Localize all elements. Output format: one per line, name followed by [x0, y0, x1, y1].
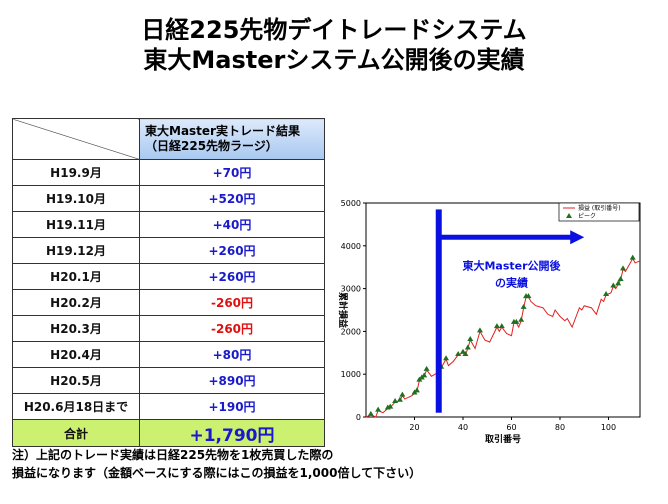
total-value: +1,790円: [139, 419, 325, 447]
month-label: H20.1月: [12, 263, 140, 290]
table-row: H20.4月 +80円: [12, 341, 325, 368]
results-table: 東大Master実トレード結果（日経225先物ラージ） H19.9月 +70円 H1…: [12, 118, 325, 447]
x-tick-label: 60: [506, 423, 516, 432]
x-axis-label: 取引番号: [485, 433, 521, 445]
table-row: H19.12月 +260円: [12, 237, 325, 264]
table-row: H20.5月 +890円: [12, 367, 325, 394]
table-row: H20.3月 -260円: [12, 315, 325, 342]
table-row: H20.1月 +260円: [12, 263, 325, 290]
y-tick-label: 5000: [341, 199, 361, 208]
peak-marker: [421, 372, 428, 378]
peak-marker: [367, 410, 374, 416]
table-row: H19.9月 +70円: [12, 159, 325, 186]
month-label: H19.11月: [12, 211, 140, 238]
peak-marker: [413, 387, 420, 393]
page-subtitle: 東大Masterシステム公開後の実績: [143, 46, 525, 74]
month-label: H19.9月: [12, 159, 140, 186]
x-tick-label: 80: [555, 423, 565, 432]
month-label: H20.6月18日まで: [12, 393, 140, 420]
note-line-2: 損益になります（金額ベースにする際にはこの損益を1,000倍して下さい）: [12, 466, 422, 480]
peak-marker: [443, 355, 450, 361]
legend-label-pl: 損益 (取引番号): [578, 204, 621, 212]
month-value: -260円: [139, 315, 325, 342]
peak-marker: [387, 403, 394, 409]
peak-marker: [399, 391, 406, 397]
month-label: H20.2月: [12, 289, 140, 316]
peak-marker: [620, 265, 627, 271]
x-tick-label: 20: [409, 423, 419, 432]
month-value: +70円: [139, 159, 325, 186]
cumulative-pl-chart: 0 1000 2000 3000 4000 5000 20 40 60 80 100 取引番号 累計損益…: [337, 199, 641, 445]
month-value: +260円: [139, 263, 325, 290]
peak-marker: [518, 316, 525, 322]
legend-box: [558, 202, 640, 222]
peak-marker: [493, 323, 500, 329]
peak-marker: [396, 396, 403, 402]
y-tick-label: 0: [356, 413, 361, 422]
peak-marker: [610, 282, 617, 288]
peak-marker: [525, 293, 532, 299]
legend-label-peak: ピーク: [578, 213, 596, 220]
annotation-vertical-bar: [435, 209, 442, 413]
month-value: +80円: [139, 341, 325, 368]
peak-marker: [617, 276, 624, 282]
header-corner: [12, 118, 140, 160]
month-label: H20.5月: [12, 367, 140, 394]
y-tick-label: 3000: [341, 285, 361, 294]
month-value: +40円: [139, 211, 325, 238]
peak-marker: [455, 350, 462, 356]
peak-marker: [462, 350, 469, 356]
x-tick-label: 100: [601, 423, 616, 432]
peak-marker: [476, 327, 483, 333]
peak-marker: [629, 254, 636, 260]
y-axis-label: 累計損益: [337, 292, 349, 328]
peak-marker: [464, 344, 471, 350]
month-label: H20.4月: [12, 341, 140, 368]
peak-marker: [603, 291, 610, 297]
x-tick-label: 40: [458, 423, 468, 432]
month-value: +520円: [139, 185, 325, 212]
peak-marker: [423, 365, 430, 371]
peak-marker: [467, 335, 474, 341]
note-line-1: 注）上記のトレード実績は日経225先物を1枚売買した際の: [12, 448, 334, 462]
peak-marker: [498, 323, 505, 329]
month-value: +260円: [139, 237, 325, 264]
month-label: H19.12月: [12, 237, 140, 264]
legend-peak-icon: [566, 213, 572, 218]
table-row: H20.6月18日まで +190円: [12, 393, 325, 420]
header-results: 東大Master実トレード結果（日経225先物ラージ）: [139, 118, 325, 160]
total-row: 合計 +1,790円: [12, 419, 325, 447]
annotation-arrow-shaft: [438, 234, 573, 240]
total-label: 合計: [12, 419, 140, 447]
table-row: H19.10月 +520円: [12, 185, 325, 212]
peak-marker: [615, 280, 622, 286]
month-value: -260円: [139, 289, 325, 316]
annotation-text: 東大Master公開後: [462, 258, 561, 272]
table-row: H20.2月 -260円: [12, 289, 325, 316]
peak-marker: [375, 406, 382, 412]
page-title: 日経225先物デイトレードシステム: [141, 16, 527, 44]
month-value: +190円: [139, 393, 325, 420]
peak-marker: [513, 318, 520, 324]
peak-marker: [520, 303, 527, 309]
month-label: H19.10月: [12, 185, 140, 212]
y-tick-label: 4000: [341, 242, 361, 251]
y-tick-label: 1000: [341, 370, 361, 379]
month-label: H20.3月: [12, 315, 140, 342]
annotation-text-2: の実績: [495, 275, 528, 289]
peak-marker: [392, 398, 399, 404]
arrow-right-icon: [570, 230, 585, 245]
y-tick-label: 2000: [341, 327, 361, 336]
month-value: +890円: [139, 367, 325, 394]
table-row: H19.11月 +40円: [12, 211, 325, 238]
